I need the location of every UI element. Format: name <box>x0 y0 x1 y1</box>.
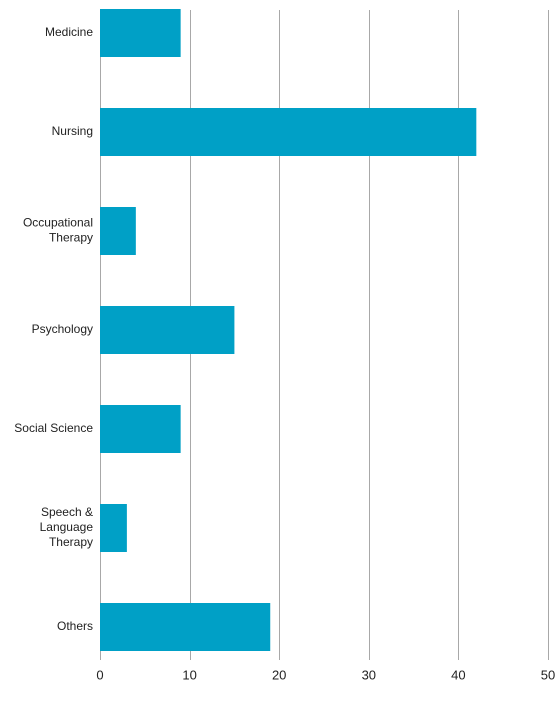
x-tick-label: 10 <box>182 667 196 682</box>
category-label-line: Medicine <box>45 25 93 39</box>
category-label: Nursing <box>52 124 93 138</box>
category-label-line: Language <box>40 520 94 534</box>
bar-social-science <box>100 405 181 453</box>
category-label: Speech & Language Therapy <box>40 505 94 549</box>
category-label: Social Science <box>14 421 93 435</box>
category-label-line: Speech & <box>41 505 93 519</box>
category-label: Others <box>57 619 93 633</box>
x-tick-label: 30 <box>362 667 376 682</box>
x-tick-label: 40 <box>451 667 465 682</box>
x-tick-label: 50 <box>541 667 555 682</box>
category-label-line: Social Science <box>14 421 93 435</box>
category-label-line: Therapy <box>49 231 93 245</box>
category-label-line: Occupational <box>23 216 93 230</box>
category-label-line: Others <box>57 619 93 633</box>
bar-layer <box>100 9 477 651</box>
bar-others <box>100 603 271 651</box>
bar-psychology <box>100 306 235 354</box>
category-label-line: Nursing <box>52 124 93 138</box>
category-label: Medicine <box>45 25 93 39</box>
x-tick-label: 0 <box>96 667 103 682</box>
category-label-line: Therapy <box>49 535 93 549</box>
category-label: Psychology <box>32 322 93 336</box>
x-axis-ticks: 0 10 20 30 40 50 <box>96 667 555 682</box>
category-label: Occupational Therapy <box>23 216 93 245</box>
bar-speech-language-therapy <box>100 504 127 552</box>
bar-nursing <box>100 108 477 156</box>
bar-occupational-therapy <box>100 207 136 255</box>
category-label-line: Psychology <box>32 322 93 336</box>
bar-medicine <box>100 9 181 57</box>
x-tick-label: 20 <box>272 667 286 682</box>
